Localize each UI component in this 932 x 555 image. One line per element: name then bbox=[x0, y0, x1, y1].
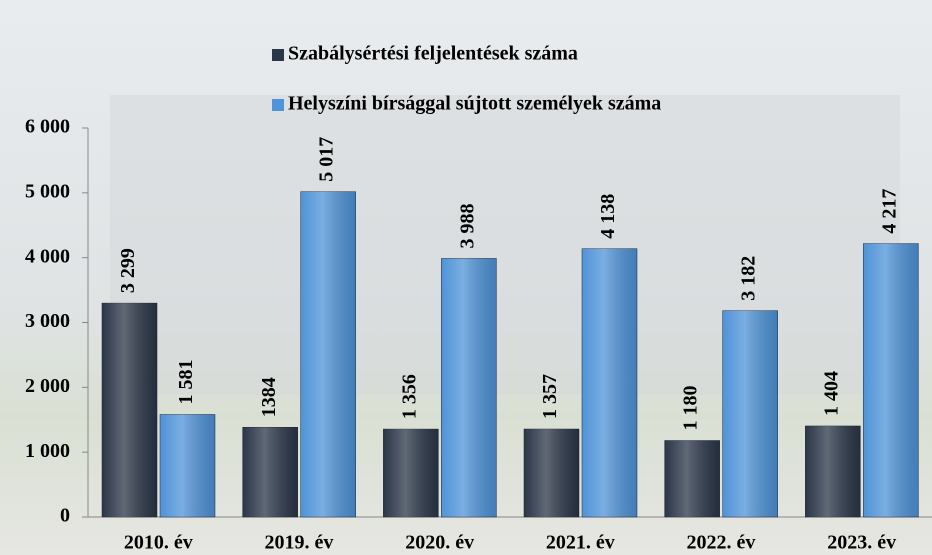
value-label: 1 180 bbox=[680, 385, 702, 430]
x-tick-label: 2019. év bbox=[265, 532, 334, 554]
x-tick-label: 2021. év bbox=[546, 532, 615, 554]
y-tick-label: 1 000 bbox=[25, 440, 70, 462]
y-tick-label: 3 000 bbox=[25, 310, 70, 332]
bar bbox=[243, 427, 298, 517]
y-tick-label: 5 000 bbox=[25, 180, 70, 202]
value-label: 3 988 bbox=[456, 203, 478, 248]
y-tick-label: 2 000 bbox=[25, 375, 70, 397]
bar bbox=[805, 426, 860, 517]
bar bbox=[102, 303, 157, 517]
legend-label: Szabálysértési feljelentések száma bbox=[288, 43, 578, 65]
value-label: 4 138 bbox=[597, 194, 619, 239]
x-tick-label: 2010. év bbox=[124, 532, 193, 554]
x-tick-label: 2020. év bbox=[405, 532, 474, 554]
value-label: 4 217 bbox=[878, 189, 900, 234]
bar bbox=[723, 311, 778, 517]
y-tick-label: 0 bbox=[60, 505, 70, 527]
y-tick-label: 4 000 bbox=[25, 245, 70, 267]
value-label: 1 404 bbox=[820, 371, 842, 416]
value-label: 1 356 bbox=[398, 374, 420, 419]
legend-label: Helyszíni bírsággal sújtott személyek sz… bbox=[288, 93, 661, 115]
value-label: 1384 bbox=[258, 377, 280, 417]
x-tick-label: 2022. év bbox=[687, 532, 756, 554]
bar bbox=[301, 192, 356, 517]
x-tick-label: 2023. év bbox=[827, 532, 896, 554]
legend-swatch bbox=[272, 49, 284, 61]
chart: 0 1 000 2 000 3 000 4 000 5 000 6 000 Szabálysé… bbox=[0, 0, 932, 555]
bar bbox=[524, 429, 579, 517]
bar bbox=[665, 440, 720, 517]
page: 0 1 000 2 000 3 000 4 000 5 000 6 000 Szabálysé… bbox=[0, 0, 932, 555]
bar bbox=[863, 244, 918, 517]
bar bbox=[383, 429, 438, 517]
bar bbox=[441, 258, 496, 517]
bar bbox=[582, 249, 637, 517]
value-label: 1 581 bbox=[175, 359, 197, 404]
value-label: 3 182 bbox=[738, 256, 760, 301]
background-building bbox=[110, 95, 900, 395]
value-label: 3 299 bbox=[117, 248, 139, 293]
value-label: 5 017 bbox=[316, 137, 338, 182]
bar bbox=[160, 414, 215, 517]
value-label: 1 357 bbox=[539, 374, 561, 419]
y-tick-label: 6 000 bbox=[25, 116, 70, 138]
legend-swatch bbox=[272, 99, 284, 111]
